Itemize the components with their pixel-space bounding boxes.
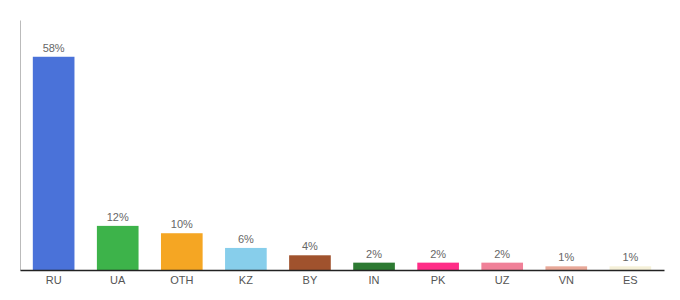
bar [417,263,459,270]
x-tick: RU [46,274,62,286]
bar [161,233,203,270]
x-tick-label: IN [369,274,380,286]
data-label: 10% [171,218,193,230]
x-tick-label: BY [303,274,318,286]
x-axis: RU UA OTH KZ BY IN PK UZ VN ES [21,271,665,286]
x-tick: VN [559,274,574,286]
y-axis [20,21,21,271]
x-axis-line [21,270,665,272]
bar [289,255,331,270]
bar [353,263,395,270]
data-label: 58% [43,42,65,54]
data-label: 6% [238,233,254,245]
data-label: 1% [622,251,638,263]
x-tick: KZ [239,274,253,286]
bar [610,266,652,270]
bar [225,248,267,270]
x-tick-label: VN [559,274,574,286]
bar [33,57,75,270]
bars [33,57,651,270]
plot: RU UA OTH KZ BY IN PK UZ VN ES 58% 12% 10% 6% 4% 2% 2% 2%… [21,21,665,286]
data-labels: 58% 12% 10% 6% 4% 2% 2% 2% 1% 1% [43,42,639,264]
x-tick-label: KZ [239,274,253,286]
x-tick: UA [110,274,126,286]
x-tick-label: UZ [495,274,510,286]
x-tick: IN [369,274,380,286]
x-tick-label: RU [46,274,62,286]
x-tick: PK [431,274,446,286]
x-tick-label: OTH [170,274,193,286]
x-tick-label: PK [431,274,446,286]
x-tick-label: ES [623,274,638,286]
bar [481,263,523,270]
chart: RU UA OTH KZ BY IN PK UZ VN ES 58% 12% 10% 6% 4% 2% 2% 2%… [0,0,680,300]
data-label: 2% [494,248,510,260]
data-label: 2% [366,248,382,260]
y-axis-line [20,21,21,271]
data-label: 1% [558,251,574,263]
bar [97,226,139,270]
x-tick-label: UA [110,274,126,286]
x-tick: UZ [495,274,510,286]
x-tick: OTH [170,274,193,286]
data-label: 2% [430,248,446,260]
data-label: 4% [302,240,318,252]
x-tick: BY [303,274,318,286]
data-label: 12% [107,211,129,223]
bar [545,266,587,270]
x-tick: ES [623,274,638,286]
